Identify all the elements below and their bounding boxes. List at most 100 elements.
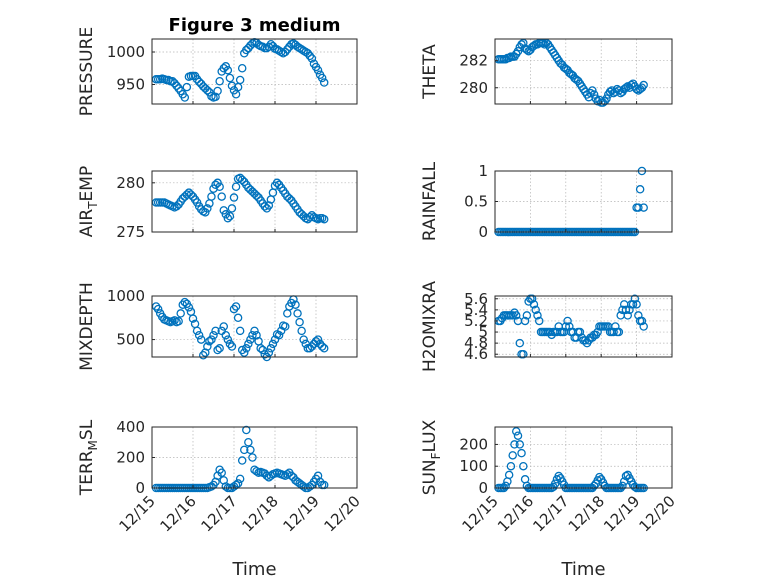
data-point: [219, 64, 228, 73]
data-point: [252, 466, 261, 476]
y-tick-label: 0: [478, 223, 488, 241]
y-tick-label: 500: [116, 331, 145, 349]
data-point: [225, 212, 235, 221]
data-point: [527, 294, 537, 304]
data-point: [203, 204, 212, 213]
data-point: [237, 456, 247, 465]
data-point: [233, 479, 243, 488]
data-point: [198, 351, 208, 360]
y-tick-label: 1000: [107, 43, 145, 61]
data-point: [239, 348, 249, 357]
data-point: [260, 350, 269, 359]
data-point: [235, 326, 245, 336]
data-point: [174, 317, 183, 326]
y-tick-label: 5.6: [464, 290, 488, 308]
y-axis-label: RAINFALL: [420, 161, 440, 241]
y-tick-label: 200: [116, 449, 145, 467]
subplot-6: 4.64.855.25.45.6 H2OMIXRA: [420, 281, 673, 372]
data-point: [217, 468, 226, 477]
subplot-8: 0 100 200 SUNFLUX 12/1512/1612/1712/1812/191…: [420, 419, 679, 580]
data-point: [522, 311, 532, 320]
x-tick-label: 12/20: [636, 492, 679, 535]
data-point: [632, 84, 641, 94]
y-tick-label: 280: [116, 174, 145, 192]
data-point: [618, 481, 627, 491]
chart-title: Figure 3 medium: [169, 15, 341, 36]
data-point: [285, 194, 294, 203]
axes-box: [151, 170, 358, 233]
data-point: [196, 335, 206, 344]
data-point: [305, 212, 315, 222]
axes-box: [494, 295, 673, 358]
y-axis-label: MIXDEPTH: [77, 282, 97, 371]
y-axis-label: H2OMIXRA: [420, 281, 440, 372]
data-point: [609, 327, 618, 337]
data-point: [515, 338, 525, 348]
data-point: [225, 339, 235, 349]
data-point: [227, 81, 237, 91]
data-point: [248, 453, 257, 462]
data-point: [237, 345, 247, 355]
x-tick-label: 12/19: [600, 492, 643, 535]
x-tick-label: 12/17: [529, 492, 572, 535]
data-point: [513, 431, 523, 440]
data-point: [589, 90, 599, 99]
data-point: [223, 335, 233, 344]
data-point: [237, 175, 247, 185]
data-point: [303, 49, 313, 58]
x-tick-label: 12/15: [459, 492, 502, 535]
data-point: [319, 78, 329, 87]
data-point: [237, 64, 247, 73]
x-tick-label: 12/18: [565, 492, 608, 535]
plot-area: [495, 427, 672, 488]
x-tick-label: 12/20: [321, 492, 364, 535]
subplot-5: 500 1000 MIXDEPTH: [77, 282, 358, 371]
data-point: [260, 202, 269, 211]
data-point: [223, 213, 233, 223]
data-point: [219, 322, 228, 331]
data-point: [192, 326, 202, 336]
data-point: [563, 316, 572, 326]
data-point: [153, 304, 163, 314]
data-point: [501, 481, 510, 491]
data-point: [283, 45, 292, 54]
data-point: [280, 322, 290, 331]
data-point: [295, 317, 304, 327]
data-point: [248, 39, 257, 48]
data-point: [520, 316, 530, 326]
data-point: [248, 330, 257, 340]
data-series: [151, 295, 329, 362]
data-series: [151, 38, 329, 102]
data-point: [244, 437, 253, 447]
y-tick-label: 950: [116, 76, 145, 94]
data-point: [299, 335, 308, 344]
data-point: [639, 80, 648, 90]
data-point: [639, 203, 648, 212]
data-point: [227, 342, 237, 351]
data-point: [266, 344, 276, 353]
data-point: [211, 92, 220, 102]
data-point: [602, 94, 611, 103]
data-point: [274, 330, 284, 340]
data-point: [231, 182, 241, 191]
data-point: [519, 461, 528, 471]
y-tick-label: 5.2: [464, 312, 488, 330]
data-point: [519, 349, 528, 359]
data-point: [211, 180, 220, 190]
data-point: [180, 93, 190, 102]
data-point: [258, 42, 267, 52]
data-point: [233, 313, 243, 323]
data-point: [172, 202, 181, 211]
data-point: [531, 305, 540, 315]
y-tick-label: 282: [459, 52, 488, 70]
data-point: [637, 316, 647, 326]
data-point: [515, 440, 525, 449]
data-point: [227, 204, 237, 213]
data-point: [246, 335, 255, 344]
data-point: [170, 316, 179, 325]
data-point: [213, 86, 222, 96]
subplot-7: 0 200 400 TERRMSL 12/1512/1612/1712/1812/191…: [77, 418, 364, 580]
data-point: [623, 311, 633, 320]
data-point: [307, 342, 317, 351]
